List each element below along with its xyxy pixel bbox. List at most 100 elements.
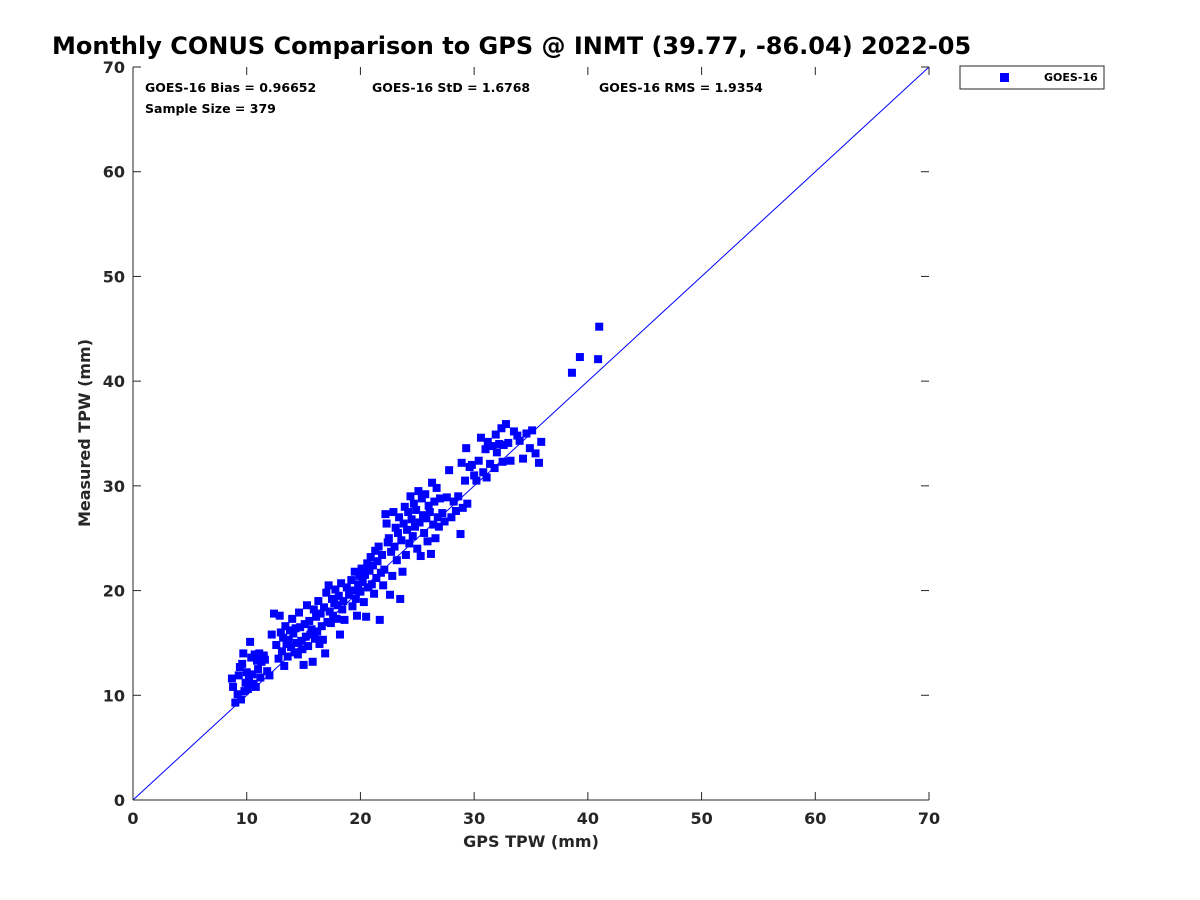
data-point (281, 622, 290, 631)
y-axis-label: Measured TPW (mm) (75, 339, 94, 527)
x-tick-label: 20 (349, 809, 371, 828)
data-point (332, 614, 341, 623)
data-point (491, 430, 500, 439)
data-point (428, 478, 437, 487)
data-point (414, 487, 423, 496)
data-point (421, 490, 430, 499)
data-point (302, 601, 311, 610)
y-tick-label: 0 (114, 791, 125, 810)
data-point (474, 456, 483, 465)
data-point (433, 513, 442, 522)
data-point (481, 445, 490, 454)
x-tick-label: 60 (804, 809, 826, 828)
data-point (408, 532, 417, 541)
data-point (339, 597, 348, 606)
data-point (396, 594, 405, 603)
data-point (384, 534, 393, 543)
data-point (320, 603, 329, 612)
data-point (283, 652, 292, 661)
sample-size-annotation: Sample Size = 379 (145, 101, 276, 116)
data-point (354, 580, 363, 589)
chart-title: Monthly CONUS Comparison to GPS @ INMT (… (52, 32, 971, 60)
data-point (310, 634, 319, 643)
data-point (244, 675, 253, 684)
data-point (254, 665, 263, 674)
std-annotation: GOES-16 StD = 1.6768 (372, 80, 530, 95)
data-point (445, 466, 454, 475)
data-point (372, 574, 381, 583)
data-point (356, 587, 365, 596)
data-point (256, 673, 265, 682)
data-point (299, 660, 308, 669)
data-point (375, 615, 384, 624)
data-point (322, 588, 331, 597)
data-point (470, 471, 479, 480)
data-point (359, 598, 368, 607)
data-point (413, 544, 422, 553)
data-point (451, 506, 460, 515)
data-point (365, 566, 374, 575)
ticks-layer: 0 10 20 30 40 50 60 70 0 10 20 30 40 50 60 70 (103, 58, 940, 828)
data-point (534, 458, 543, 467)
data-point (259, 651, 268, 660)
data-point (420, 528, 429, 537)
plot-area (132, 67, 929, 801)
data-point (347, 576, 356, 585)
data-point (393, 528, 402, 537)
data-point (567, 368, 576, 377)
data-point (495, 439, 504, 448)
data-point (456, 530, 465, 539)
data-point (537, 437, 546, 446)
data-point (293, 650, 302, 659)
data-point (306, 630, 315, 639)
data-point (422, 514, 431, 523)
data-point (463, 499, 472, 508)
data-point (304, 642, 313, 651)
data-point (233, 690, 242, 699)
data-point (300, 620, 309, 629)
data-point (381, 510, 390, 519)
data-point (287, 643, 296, 652)
data-point (337, 579, 346, 588)
data-point (370, 589, 379, 598)
data-point (326, 619, 335, 628)
data-point (248, 670, 257, 679)
legend: GOES-16 (959, 65, 1105, 90)
data-point (297, 636, 306, 645)
data-point (298, 645, 307, 654)
data-point (227, 674, 236, 683)
data-point (349, 586, 358, 595)
y-tick-label: 60 (103, 163, 125, 182)
data-point (390, 542, 399, 551)
data-point (279, 633, 288, 642)
legend-label-goes16: GOES-16 (1044, 71, 1098, 84)
data-point (447, 513, 456, 522)
legend-box (959, 65, 1105, 90)
data-point (312, 612, 321, 621)
data-point (348, 602, 357, 611)
data-point (309, 605, 318, 614)
data-point (490, 464, 499, 473)
data-point (429, 520, 438, 529)
data-point (367, 580, 376, 589)
data-point (243, 685, 252, 694)
data-point (338, 605, 347, 614)
x-axis-label: GPS TPW (mm) (463, 832, 599, 851)
data-point (397, 536, 406, 545)
x-tick-label: 40 (577, 809, 599, 828)
x-tick-label: 50 (690, 809, 712, 828)
data-point (328, 594, 336, 603)
data-point (350, 567, 359, 576)
data-point (488, 442, 497, 451)
data-point (301, 632, 310, 641)
data-point (392, 556, 401, 565)
data-point (515, 436, 524, 445)
data-point (242, 668, 251, 677)
data-point (509, 427, 518, 436)
data-point (331, 585, 340, 594)
data-point (412, 505, 421, 514)
data-point (363, 559, 372, 568)
y-tick-label: 20 (103, 582, 125, 601)
y-tick-label: 70 (103, 58, 125, 77)
